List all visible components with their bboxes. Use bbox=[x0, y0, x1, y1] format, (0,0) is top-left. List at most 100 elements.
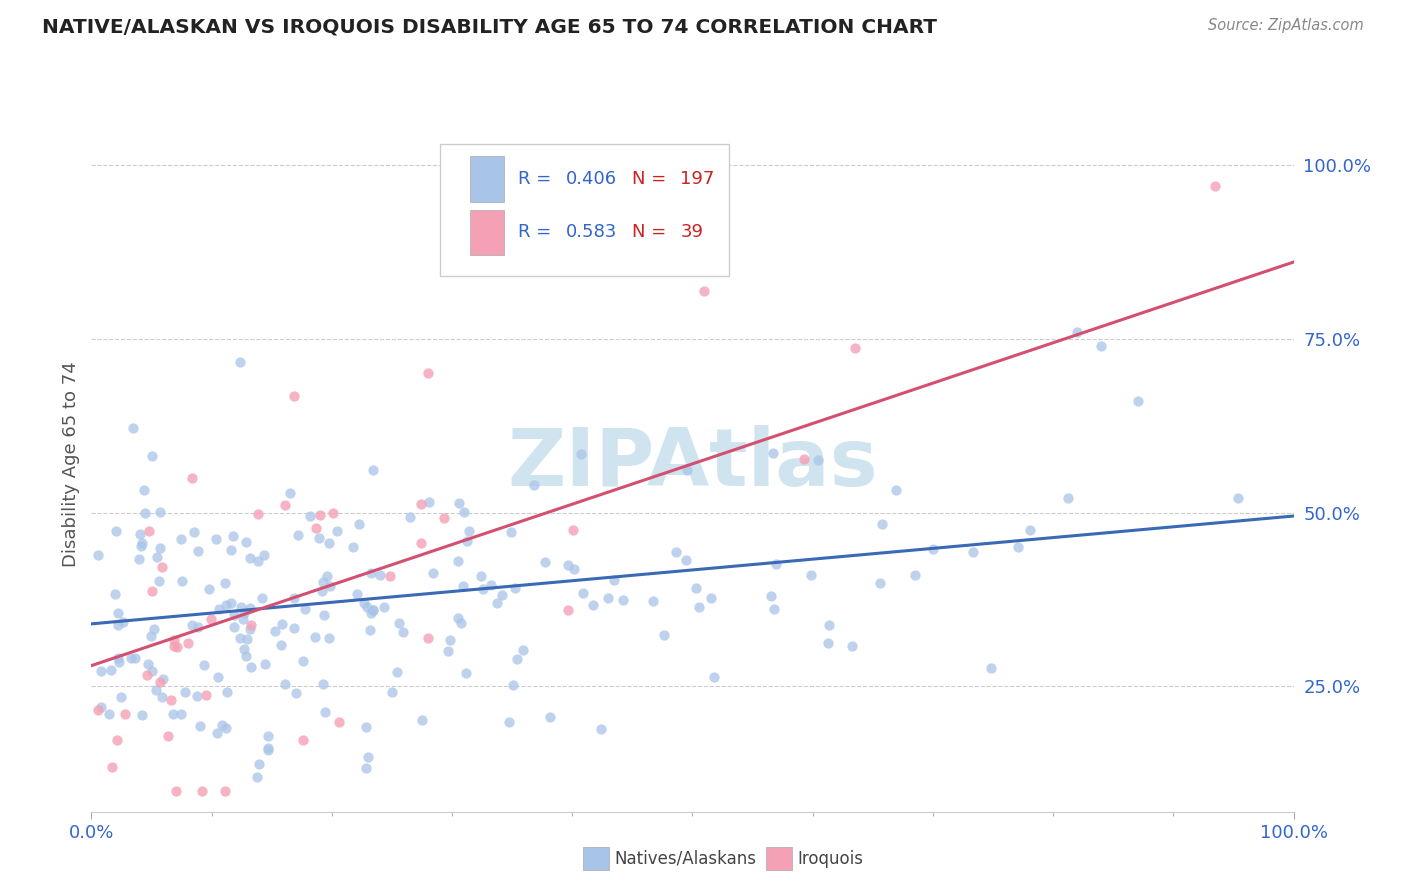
Point bbox=[602, 573, 624, 587]
Point bbox=[1018, 524, 1040, 538]
Point bbox=[284, 686, 307, 700]
Point bbox=[246, 508, 269, 522]
Point bbox=[236, 632, 259, 647]
Point bbox=[165, 784, 187, 798]
Point bbox=[120, 651, 142, 665]
Point bbox=[503, 582, 526, 596]
Point bbox=[141, 449, 163, 463]
Point bbox=[361, 603, 384, 617]
Point bbox=[148, 505, 170, 519]
FancyBboxPatch shape bbox=[440, 144, 728, 276]
Point bbox=[422, 566, 444, 580]
Point bbox=[502, 677, 524, 691]
Point bbox=[195, 688, 218, 702]
Text: Natives/Alaskans: Natives/Alaskans bbox=[614, 850, 756, 868]
Point bbox=[105, 524, 128, 538]
Point bbox=[283, 591, 305, 605]
Point bbox=[246, 770, 269, 784]
Point bbox=[538, 709, 561, 723]
Text: 0.583: 0.583 bbox=[567, 223, 617, 241]
Point bbox=[233, 606, 256, 620]
Point bbox=[166, 640, 188, 655]
Point bbox=[562, 562, 585, 576]
Point bbox=[136, 657, 159, 671]
Point bbox=[373, 600, 395, 615]
Point bbox=[491, 588, 513, 602]
Point bbox=[451, 579, 474, 593]
Point bbox=[447, 496, 470, 510]
Point bbox=[318, 536, 340, 550]
Point bbox=[357, 750, 380, 764]
Point bbox=[139, 629, 162, 643]
Point bbox=[411, 497, 433, 511]
Y-axis label: Disability Age 65 to 74: Disability Age 65 to 74 bbox=[62, 361, 80, 566]
Text: 0.406: 0.406 bbox=[567, 170, 617, 188]
Point bbox=[368, 568, 391, 582]
Point bbox=[498, 714, 520, 729]
Point bbox=[353, 596, 375, 610]
Point bbox=[170, 532, 193, 546]
Text: Source: ZipAtlas.com: Source: ZipAtlas.com bbox=[1208, 18, 1364, 33]
Point bbox=[222, 529, 245, 543]
Point bbox=[128, 551, 150, 566]
Point bbox=[239, 623, 262, 637]
Point bbox=[112, 615, 135, 629]
Point bbox=[800, 568, 823, 582]
Point bbox=[187, 544, 209, 558]
Point bbox=[354, 761, 377, 775]
Point bbox=[765, 557, 787, 571]
Point bbox=[807, 453, 830, 467]
Text: ZIPAtlas: ZIPAtlas bbox=[508, 425, 877, 503]
Point bbox=[572, 586, 595, 600]
Point bbox=[90, 664, 112, 678]
Point bbox=[361, 603, 384, 617]
Point bbox=[222, 608, 245, 623]
Point bbox=[239, 660, 262, 674]
Point bbox=[1057, 491, 1080, 505]
Point bbox=[221, 542, 243, 557]
Point bbox=[363, 463, 385, 477]
Point bbox=[214, 784, 236, 798]
Point bbox=[378, 569, 401, 583]
Point bbox=[97, 707, 120, 722]
Point bbox=[319, 579, 342, 593]
Point bbox=[652, 627, 675, 641]
Point bbox=[433, 510, 456, 524]
Point bbox=[699, 591, 721, 605]
Text: R =: R = bbox=[519, 223, 557, 241]
Point bbox=[170, 574, 193, 589]
Point bbox=[612, 593, 634, 607]
Point bbox=[312, 677, 335, 691]
Bar bbox=[470, 210, 503, 255]
Text: 197: 197 bbox=[681, 170, 714, 188]
Point bbox=[148, 574, 170, 589]
Point bbox=[688, 599, 710, 614]
Point bbox=[1007, 541, 1029, 555]
Point bbox=[347, 517, 370, 532]
Point bbox=[229, 631, 252, 645]
Point bbox=[870, 516, 893, 531]
Point bbox=[263, 624, 285, 639]
Point bbox=[124, 651, 146, 665]
Point bbox=[557, 603, 579, 617]
Point bbox=[304, 630, 326, 644]
Point bbox=[454, 665, 477, 680]
Point bbox=[170, 706, 193, 721]
Point bbox=[250, 591, 273, 605]
Point bbox=[257, 729, 280, 743]
Point bbox=[471, 582, 494, 596]
Point bbox=[131, 708, 153, 723]
Point bbox=[392, 624, 415, 639]
Point bbox=[200, 612, 222, 626]
Point bbox=[174, 685, 197, 699]
Point bbox=[150, 560, 173, 574]
Point bbox=[291, 653, 314, 667]
Point bbox=[87, 549, 110, 563]
Point bbox=[762, 446, 785, 460]
Point bbox=[562, 523, 585, 537]
Point bbox=[160, 692, 183, 706]
Point bbox=[110, 690, 132, 705]
Point bbox=[817, 618, 839, 632]
Point bbox=[107, 651, 129, 665]
Point bbox=[294, 602, 316, 616]
